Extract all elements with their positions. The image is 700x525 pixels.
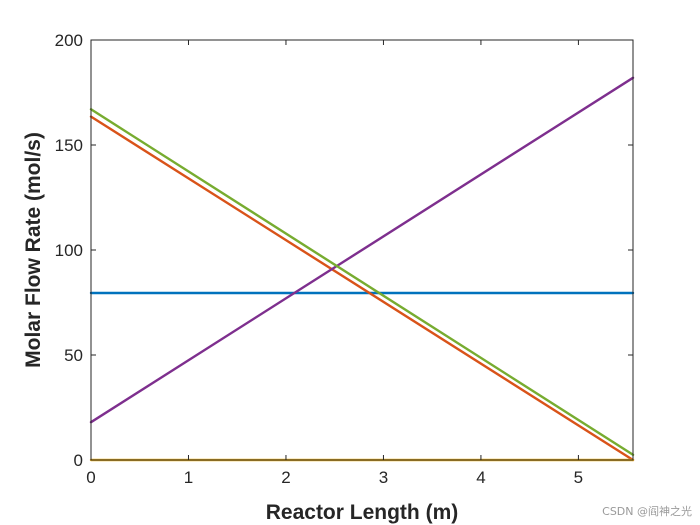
series-line-5 (89, 108, 635, 456)
y-tick-label-4: 200 (55, 31, 83, 50)
y-axis-title: Molar Flow Rate (mol/s) (22, 132, 45, 368)
y-tick-label-3: 150 (55, 136, 83, 155)
x-tick-label-3: 3 (379, 468, 388, 487)
y-tick-label-0: 0 (74, 451, 83, 470)
x-tick-label-2: 2 (281, 468, 290, 487)
x-axis-title: Reactor Length (m) (266, 501, 459, 524)
y-tick-label-2: 100 (55, 241, 83, 260)
y-tick-label-1: 50 (64, 346, 83, 365)
x-tick-label-5: 5 (574, 468, 583, 487)
series-line-4 (89, 76, 635, 424)
x-tick-label-4: 4 (476, 468, 485, 487)
series-line-2 (89, 115, 635, 462)
x-tick-label-0: 0 (86, 468, 95, 487)
x-tick-label-1: 1 (184, 468, 193, 487)
watermark: CSDN @阎神之光 (602, 505, 692, 518)
